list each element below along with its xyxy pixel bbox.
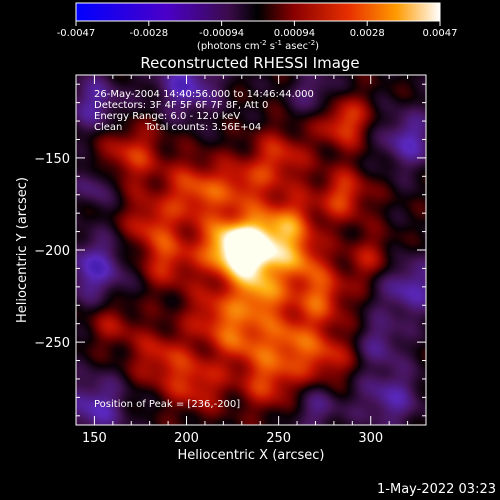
colorbar-ticks xyxy=(75,21,441,26)
y-tick-label: −150 xyxy=(34,152,70,167)
x-tick-labels: 150 200 250 300 xyxy=(82,431,383,446)
y-tick-label: −200 xyxy=(34,244,70,259)
detectors-text: Detectors: 3F 4F 5F 6F 7F 8F, Att 0 xyxy=(94,100,268,111)
timestamp: 1-May-2022 03:23 xyxy=(377,482,496,497)
y-tick-labels: −150 −200 −250 xyxy=(34,152,70,351)
colorbar-tick-label: -0.00094 xyxy=(199,28,244,39)
colorbar-tick-label: -0.0028 xyxy=(129,28,168,39)
x-tick-label: 250 xyxy=(266,431,291,446)
colorbar-tick-label: 0.0028 xyxy=(350,28,385,39)
colorbar-tick-label: -0.0047 xyxy=(57,28,96,39)
colorbar-units: (photons cm-2 s-1 asec-2) xyxy=(197,39,319,52)
colorbar-tick-label: 0.0047 xyxy=(423,28,458,39)
method-text: Clean xyxy=(94,122,122,133)
heatmap-container xyxy=(76,75,426,425)
energy-range-text: Energy Range: 6.0 - 12.0 keV xyxy=(94,111,240,122)
heatmap-image xyxy=(76,75,426,425)
colorbar xyxy=(75,2,441,22)
total-counts-text: Total counts: 3.56E+04 xyxy=(144,122,261,133)
x-tick-label: 150 xyxy=(82,431,107,446)
y-axis-label: Heliocentric Y (arcsec) xyxy=(15,177,30,323)
x-tick-label: 300 xyxy=(358,431,383,446)
colorbar-tick-label: 0.00094 xyxy=(274,28,315,39)
time-range-text: 26-May-2004 14:40:56.000 to 14:46:44.000 xyxy=(94,89,314,100)
peak-position-text: Position of Peak = [236,-200] xyxy=(94,399,240,410)
plot-title: Reconstructed RHESSI Image xyxy=(140,54,359,72)
x-tick-label: 200 xyxy=(174,431,199,446)
y-tick-label: −250 xyxy=(34,336,70,351)
x-axis-label: Heliocentric X (arcsec) xyxy=(178,448,325,463)
info-overlay: 26-May-2004 14:40:56.000 to 14:46:44.000… xyxy=(94,89,314,410)
axis-ticks xyxy=(75,75,427,425)
colorbar-tick-labels: -0.0047 -0.0028 -0.00094 0.00094 0.0028 … xyxy=(57,28,458,39)
